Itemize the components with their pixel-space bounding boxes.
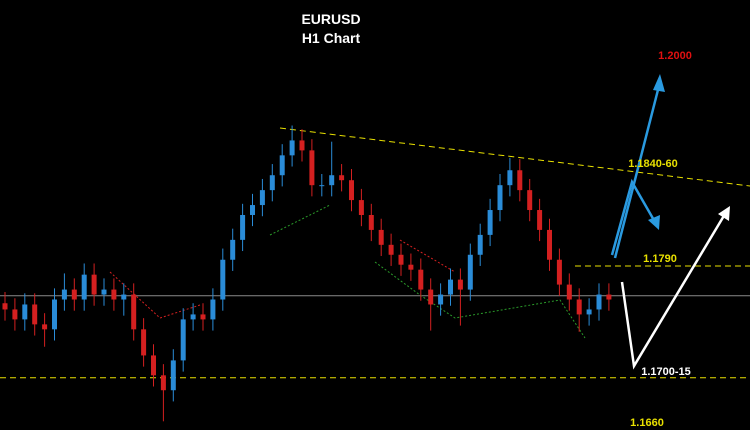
trend-line <box>279 127 750 187</box>
candle-body <box>141 329 147 356</box>
candle-body <box>596 294 602 310</box>
zigzag <box>269 204 331 236</box>
candle-body <box>358 200 364 215</box>
candle-body <box>477 234 483 255</box>
candle-body <box>32 304 38 325</box>
arrows <box>610 74 730 370</box>
candles <box>2 125 612 422</box>
candle-body <box>22 304 28 320</box>
candle-body <box>448 279 453 295</box>
arrow <box>610 178 657 256</box>
zigzag <box>399 239 456 273</box>
chart-title: EURUSD <box>301 11 360 27</box>
candle-body <box>319 185 325 187</box>
candle-body <box>230 239 236 260</box>
candle-body <box>368 215 374 230</box>
candle-body <box>151 355 156 376</box>
candle-body <box>606 294 612 300</box>
candle-body <box>457 279 463 290</box>
candle-body <box>81 274 87 300</box>
annotation: 1.1700-15 <box>641 366 691 378</box>
candle-body <box>487 210 493 235</box>
arrow-head <box>653 74 665 92</box>
annotation: 1.1790 <box>643 253 677 265</box>
candle-body <box>250 205 255 215</box>
candle-body <box>279 155 285 176</box>
candle-body <box>259 190 265 206</box>
candle-body <box>418 269 424 290</box>
candle-body <box>497 185 503 211</box>
candle-body <box>71 289 77 300</box>
candle-body <box>566 284 572 300</box>
arrow-head <box>718 206 730 221</box>
candle-body <box>586 309 592 315</box>
candle-body <box>378 229 384 245</box>
candle-body <box>527 190 533 211</box>
zigzag <box>374 261 586 339</box>
candle-body <box>309 150 315 186</box>
candle-body <box>131 294 137 330</box>
annotation: 1.2000 <box>658 50 692 62</box>
arrow <box>613 81 662 259</box>
candle-body <box>190 314 196 320</box>
candle-body <box>537 210 543 230</box>
candle-body <box>556 259 562 285</box>
candle-body <box>438 294 444 305</box>
candle-body <box>299 140 305 151</box>
candle-body <box>200 314 206 320</box>
candle-body <box>111 289 117 300</box>
candle-body <box>388 244 394 255</box>
candle-body <box>507 170 513 186</box>
candle-body <box>2 303 8 310</box>
candle-body <box>329 175 335 186</box>
candle-body <box>398 254 404 265</box>
candle-body <box>240 215 246 240</box>
candle-body <box>42 324 48 330</box>
candle-body <box>547 229 552 260</box>
candle-body <box>408 264 414 270</box>
arrow-head <box>648 215 660 230</box>
arrow <box>620 213 727 370</box>
candle-body <box>170 360 176 391</box>
candle-body <box>220 259 226 300</box>
candle-body <box>160 375 166 391</box>
candle-body <box>101 289 107 295</box>
candle-body <box>121 294 127 300</box>
candle-body <box>61 289 67 300</box>
chart-subtitle: H1 Chart <box>302 30 361 46</box>
candle-body <box>210 299 216 320</box>
candle-body <box>52 299 57 330</box>
candle-body <box>289 140 295 156</box>
candle-body <box>467 254 473 290</box>
candle-body <box>339 175 345 181</box>
candle-body <box>349 180 354 201</box>
candle-body <box>12 309 18 320</box>
candle-body <box>517 170 523 191</box>
annotation: 1.1660 <box>630 417 664 429</box>
candle-body <box>91 274 97 295</box>
candle-body <box>269 175 275 191</box>
candle-body <box>180 319 186 361</box>
annotation: 1.1840-60 <box>628 158 678 170</box>
candle-body <box>576 299 582 315</box>
candle-body <box>428 289 434 305</box>
